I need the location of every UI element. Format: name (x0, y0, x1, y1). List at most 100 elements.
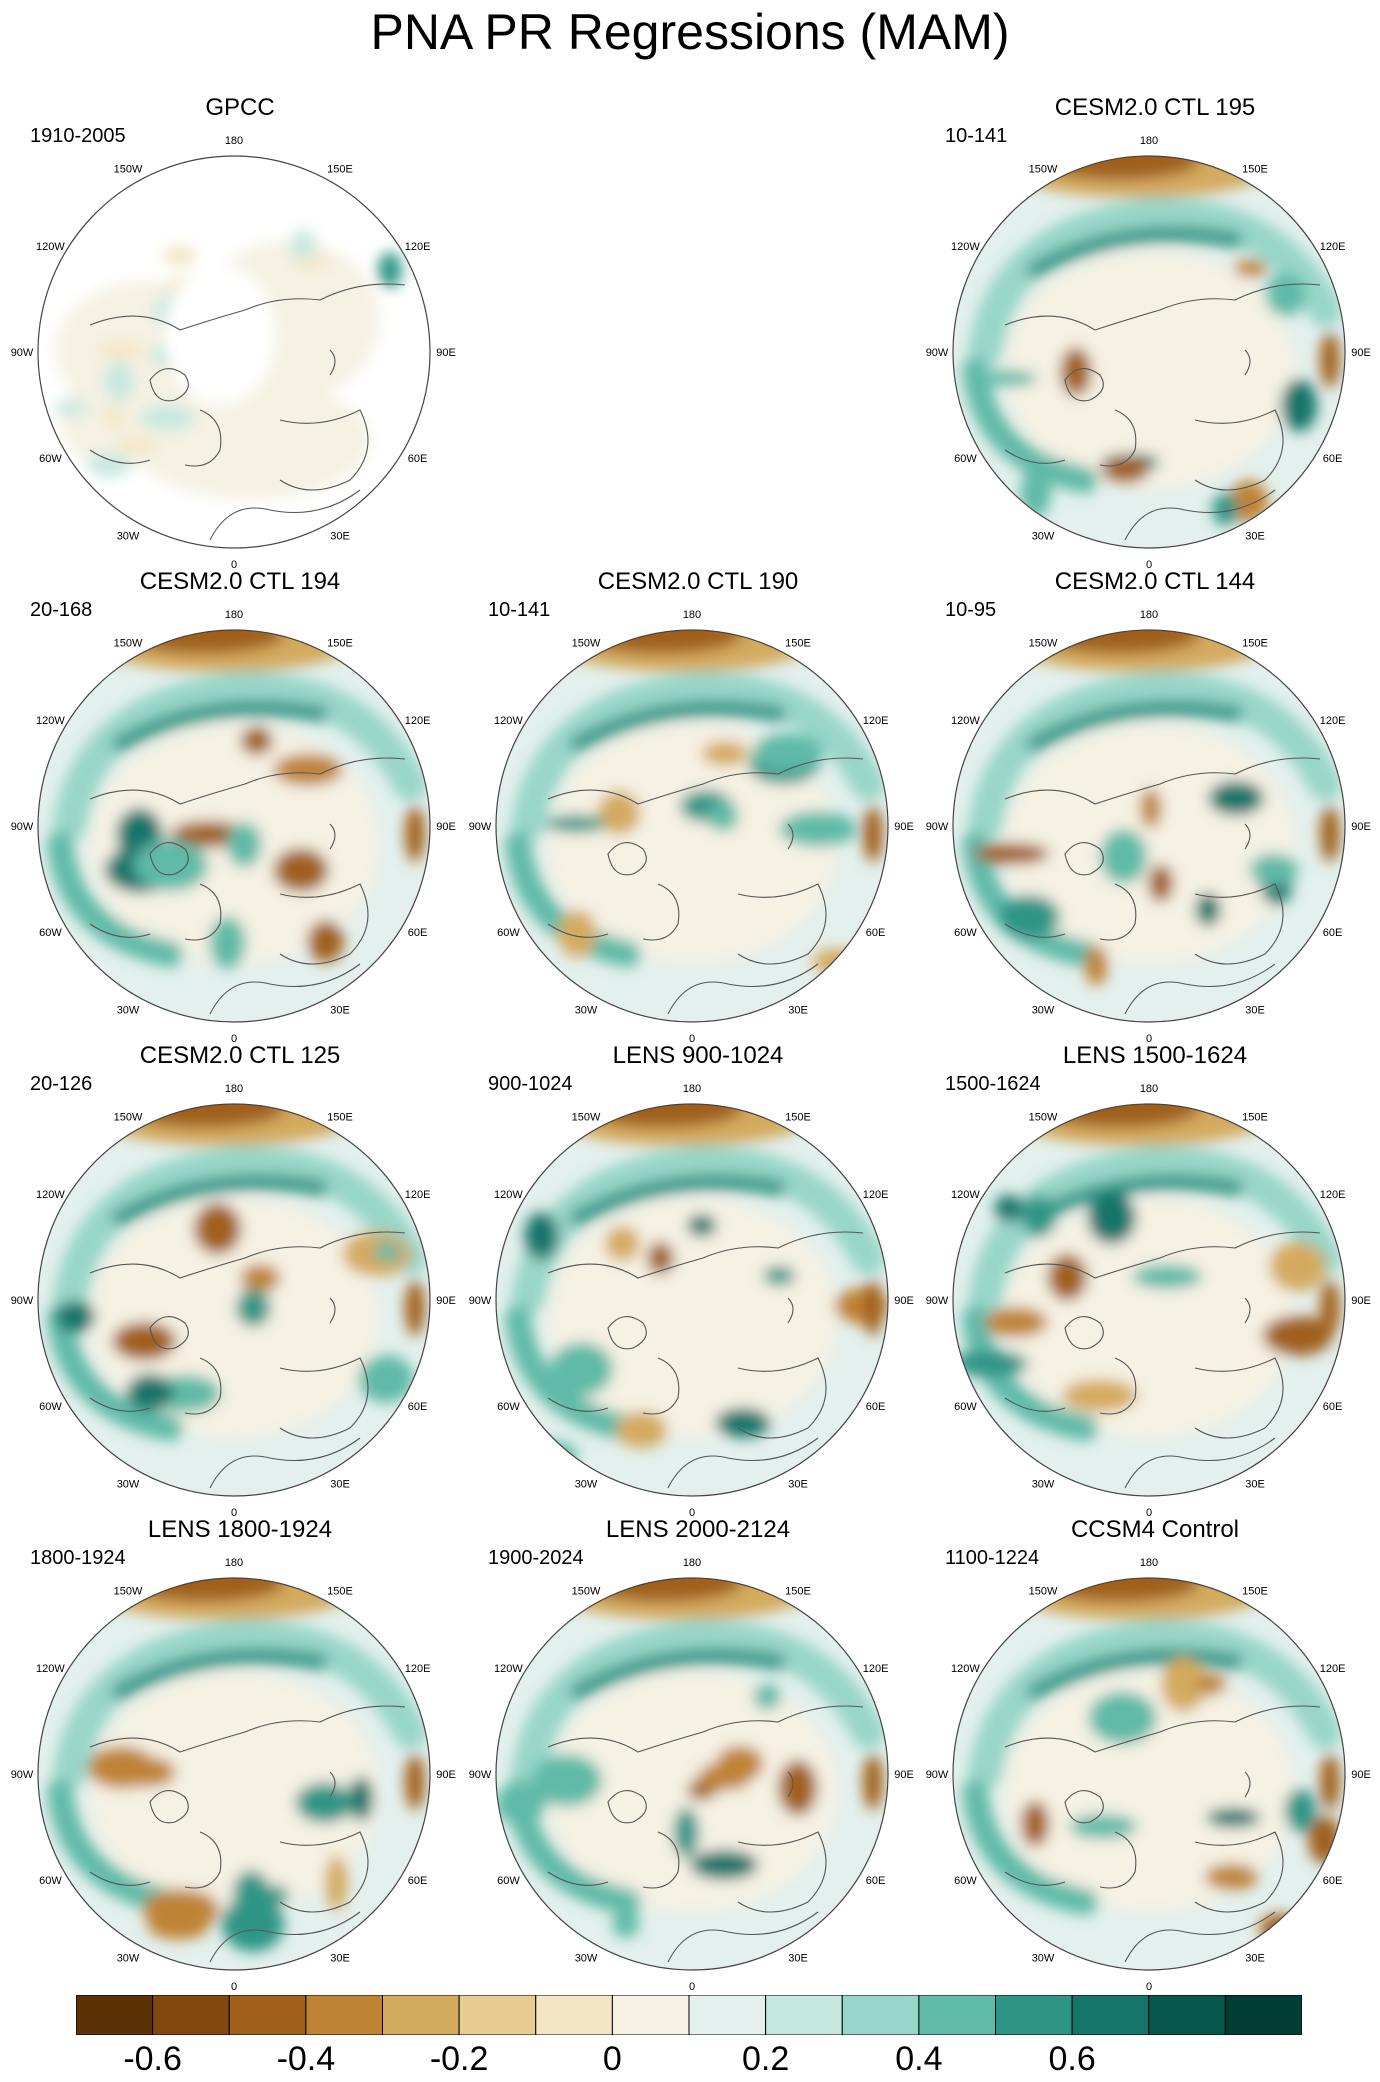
longitude-label: 60E (1323, 1875, 1343, 1887)
panel-period: 10-141 (488, 599, 551, 621)
longitude-label: 150W (572, 1111, 601, 1123)
polar-map: 180 150E 120E 90E 60E 30E 0 30W 60W 90W 120W 150W (926, 135, 1371, 571)
longitude-label: 120W (36, 715, 65, 727)
panel-title: LENS 2000-2124 (605, 1516, 791, 1543)
longitude-label: 90E (1351, 1769, 1371, 1781)
longitude-label: 120E (405, 241, 431, 253)
longitude-label: 0 (231, 559, 237, 571)
longitude-label: 90W (926, 347, 949, 359)
longitude-label: 30W (1032, 1953, 1055, 1965)
longitude-label: 120W (36, 1663, 65, 1675)
longitude-label: 60W (497, 1401, 520, 1413)
longitude-label: 60W (954, 927, 977, 939)
coastlines (89, 757, 406, 1015)
map-border (37, 1103, 431, 1497)
longitude-label: 60W (39, 927, 62, 939)
longitude-label: 60W (39, 453, 62, 465)
colorbar-swatch (841, 1994, 920, 2036)
map-border (495, 1103, 889, 1497)
colorbar-tick-label: -0.4 (276, 2040, 336, 2078)
longitude-label: 120W (36, 1189, 65, 1201)
longitude-label: 90W (11, 821, 34, 833)
panel-title: CESM2.0 CTL 195 (1054, 94, 1256, 121)
panel-title: LENS 1800-1924 (147, 1516, 333, 1543)
colorbar-tick-label: 0.4 (895, 2040, 943, 2078)
longitude-label: 90E (436, 1769, 456, 1781)
colorbar-swatch (688, 1994, 767, 2036)
polar-map: 180 150E 120E 90E 60E 30E 0 30W 60W 90W 120W 150W (926, 1083, 1371, 1519)
longitude-label: 180 (1140, 609, 1158, 621)
longitude-label: 90W (11, 347, 34, 359)
longitude-label: 120E (1320, 1663, 1346, 1675)
longitude-label: 60E (866, 927, 886, 939)
longitude-label: 60W (497, 1875, 520, 1887)
panel-period: 1910-2005 (30, 125, 126, 147)
panel-title: CESM2.0 CTL 144 (1054, 568, 1256, 595)
longitude-label: 120E (863, 1189, 889, 1201)
longitude-label: 0 (689, 1033, 695, 1045)
longitude-label: 150E (327, 1585, 353, 1597)
longitude-label: 0 (1146, 1507, 1152, 1519)
map-border (952, 155, 1346, 549)
longitude-label: 60E (866, 1875, 886, 1887)
longitude-label: 150E (1242, 1111, 1268, 1123)
coastlines (89, 1231, 406, 1489)
longitude-label: 90W (926, 821, 949, 833)
longitude-label: 90E (1351, 821, 1371, 833)
longitude-label: 30W (1032, 1479, 1055, 1491)
longitude-label: 150E (785, 1585, 811, 1597)
panel-title: GPCC (205, 94, 275, 121)
longitude-label: 30E (788, 1479, 808, 1491)
colorbar-tick-label: -0.6 (123, 2040, 182, 2078)
longitude-label: 30E (1245, 1479, 1265, 1491)
map-panel: LENS 1500-1624 1500-1624 180 150E 120E 90E 60E… (926, 1042, 1371, 1519)
map-border (495, 1577, 889, 1971)
longitude-label: 0 (689, 1981, 695, 1993)
longitude-label: 90E (894, 1769, 914, 1781)
panel-title: CESM2.0 CTL 125 (139, 1042, 341, 1069)
longitude-label: 150E (327, 163, 353, 175)
longitude-label: 120W (951, 715, 980, 727)
map-border (37, 629, 431, 1023)
longitude-label: 30W (575, 1953, 598, 1965)
longitude-label: 120W (951, 1189, 980, 1201)
longitude-label: 90E (894, 1295, 914, 1307)
map-border (37, 155, 431, 549)
colorbar-swatch (152, 1994, 230, 2036)
longitude-label: 0 (1146, 1033, 1152, 1045)
polar-map: 180 150E 120E 90E 60E 30E 0 30W 60W 90W 120W 150W (469, 1557, 914, 1993)
panel-title: CCSM4 Control (1070, 1516, 1240, 1543)
colorbar-swatch (458, 1994, 537, 2036)
map-panel: CESM2.0 CTL 144 10-95 180 150E 120E 90E 60E 30E… (926, 568, 1371, 1045)
longitude-label: 30W (1032, 531, 1055, 543)
colorbar-swatch (995, 1994, 1073, 2036)
map-border (495, 629, 889, 1023)
longitude-label: 180 (683, 609, 701, 621)
longitude-label: 150E (327, 637, 353, 649)
longitude-label: 60E (408, 927, 428, 939)
coastlines (89, 283, 406, 541)
longitude-label: 180 (683, 1557, 701, 1569)
longitude-label: 150E (1242, 163, 1268, 175)
coastlines (1004, 1231, 1321, 1489)
longitude-label: 180 (1140, 1083, 1158, 1095)
panel-period: 1800-1924 (30, 1547, 126, 1569)
longitude-label: 150W (114, 1111, 143, 1123)
longitude-label: 120E (1320, 1189, 1346, 1201)
longitude-label: 120W (951, 241, 980, 253)
longitude-label: 60E (408, 1401, 428, 1413)
panel-period: 20-126 (30, 1073, 93, 1095)
longitude-label: 60W (39, 1875, 62, 1887)
colorbar (75, 1994, 1303, 2036)
coastlines (89, 1705, 406, 1963)
longitude-label: 60W (954, 1875, 977, 1887)
longitude-label: 150E (785, 1111, 811, 1123)
longitude-label: 180 (225, 1557, 243, 1569)
longitude-label: 90W (11, 1769, 34, 1781)
longitude-label: 90E (436, 1295, 456, 1307)
longitude-label: 60E (408, 1875, 428, 1887)
longitude-label: 180 (225, 135, 243, 147)
longitude-label: 0 (689, 1507, 695, 1519)
longitude-label: 90W (469, 1769, 492, 1781)
longitude-label: 90E (1351, 1295, 1371, 1307)
